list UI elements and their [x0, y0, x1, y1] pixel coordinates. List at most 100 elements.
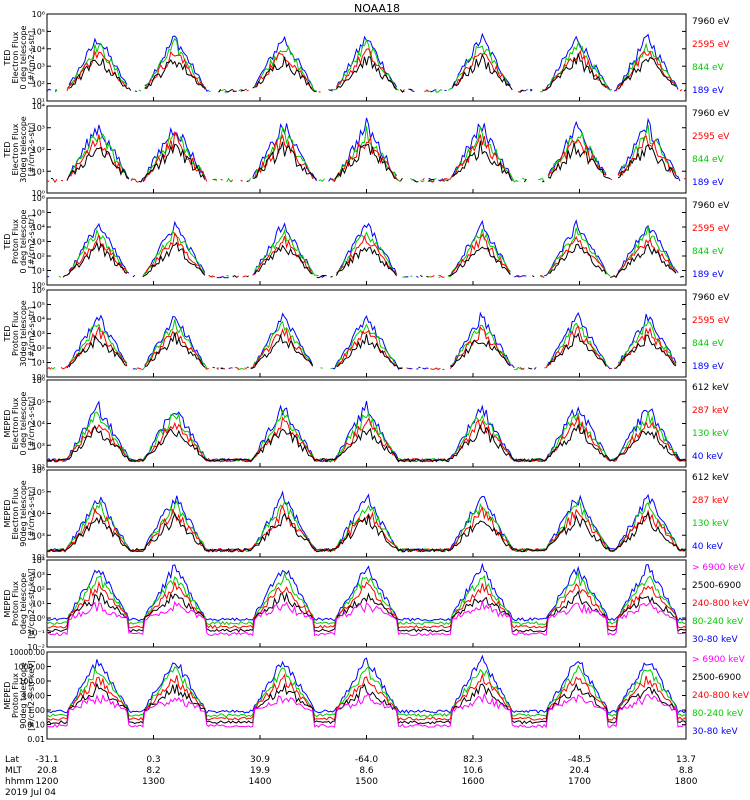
footer-value: 8.2 — [146, 766, 160, 776]
legend-entry: 7960 eV — [692, 17, 730, 27]
series-line — [46, 599, 687, 637]
panel-7: 10⁻² 10⁻¹ 10⁰ 10¹ 10² 10³ 10⁴ MEPEDProton Flux0… — [3, 556, 750, 652]
y-tick-label: 10⁵ — [32, 488, 45, 497]
y-tick-label: 10¹ — [32, 359, 45, 368]
y-tick-label: 10⁴ — [32, 102, 45, 111]
chart-title: NOAA18 — [354, 2, 400, 15]
legend-entry: 30-80 keV — [692, 635, 738, 645]
legend-entry: 2595 eV — [692, 316, 730, 326]
legend-entry: 844 eV — [692, 247, 725, 257]
y-tick-label: 10⁰ — [32, 189, 45, 198]
footer-value: 1300 — [142, 777, 165, 787]
data-traces — [46, 562, 687, 637]
data-traces — [46, 490, 687, 553]
panel-5: 10² 10³ 10⁴ 10⁵ 10⁶ MEPEDElectron Flux0 deg t… — [3, 376, 729, 472]
legend-entry: 2500-6900 — [692, 673, 741, 683]
legend-entry: 287 keV — [692, 406, 729, 416]
legend-entry: 130 keV — [692, 519, 729, 529]
y-tick-label: 10⁴ — [32, 315, 45, 324]
series-line — [46, 400, 687, 463]
y-tick-label: 10⁵ — [32, 301, 45, 310]
panel-8: 0.01 0.10 1.00 10.00 100.00 1000.00 10000.00 ME… — [3, 648, 750, 744]
y-tick-label: 10² — [32, 146, 45, 155]
footer-value: 20.8 — [37, 766, 57, 776]
series-line — [46, 490, 687, 553]
y-tick-label: 10⁴ — [32, 556, 45, 565]
panel-2: 10⁰ 10¹ 10² 10³ 10⁴ TEDElectron Flux30deg tel… — [3, 102, 730, 198]
series-line — [46, 504, 687, 553]
y-tick-label: 10⁰ — [32, 281, 45, 290]
legend-entry: 130 keV — [692, 429, 729, 439]
footer-value: -64.0 — [355, 755, 379, 765]
y-tick-label: 10⁴ — [32, 45, 45, 54]
series-line — [46, 511, 687, 553]
y-tick-label: 10¹ — [32, 600, 45, 609]
y-tick-label: 1.00 — [27, 706, 45, 715]
data-traces — [46, 400, 687, 463]
footer-value: 8.8 — [679, 766, 694, 776]
series-line — [47, 326, 684, 369]
y-tick-label: 10⁻¹ — [27, 629, 45, 638]
y-tick-label: 0.01 — [27, 735, 45, 744]
panel-6: 10² 10³ 10⁴ 10⁵ 10⁶ MEPEDElectron Flux90deg t… — [3, 466, 729, 562]
series-line — [46, 682, 687, 725]
y-axis-label: MEPEDElectron Flux0 deg telescope[#/cm2-… — [3, 391, 36, 455]
legend-entry: 7960 eV — [692, 109, 730, 119]
y-tick-label: 10⁶ — [32, 194, 45, 203]
panel-3: 10⁰ 10¹ 10² 10³ 10⁴ 10⁵ 10⁶ TEDProton Flux0 deg… — [3, 194, 730, 290]
data-traces — [47, 313, 686, 370]
footer-value: 30.9 — [250, 755, 270, 765]
y-tick-label: 10⁴ — [32, 420, 45, 429]
y-tick-label: 10⁶ — [32, 10, 45, 19]
series-line — [46, 654, 687, 714]
y-tick-label: 10¹ — [32, 267, 45, 276]
series-line — [46, 499, 687, 553]
y-axis-label: TEDProton Flux0 deg telescope[#/cm2-s-st… — [3, 209, 36, 273]
legend-entry: 189 eV — [692, 362, 725, 372]
panel-frame — [46, 469, 687, 558]
y-tick-label: 10⁵ — [32, 27, 45, 36]
legend-entry: 189 eV — [692, 270, 725, 280]
footer-value: 1600 — [462, 777, 485, 787]
y-tick-label: 1000.00 — [14, 663, 45, 672]
footer-value: -48.5 — [568, 755, 591, 765]
y-tick-label: 10² — [32, 463, 45, 472]
legend-entry: 40 keV — [692, 452, 724, 462]
legend-entry: 844 eV — [692, 63, 725, 73]
footer-value: 20.4 — [569, 766, 589, 776]
series-line — [51, 319, 682, 369]
y-tick-label: 10¹ — [32, 97, 45, 106]
y-tick-label: 100.00 — [19, 677, 45, 686]
footer-date: 2019 Jul 04 — [5, 788, 56, 798]
series-line — [46, 32, 679, 93]
legend-entry: 287 keV — [692, 496, 729, 506]
legend-entry: 189 eV — [692, 178, 725, 188]
series-line — [62, 241, 685, 279]
series-line — [46, 416, 687, 463]
y-tick-label: 10³ — [32, 62, 45, 71]
series-line — [47, 221, 686, 278]
footer-value: 8.6 — [359, 766, 374, 776]
legend-entry: 7960 eV — [692, 201, 730, 211]
y-tick-label: 10¹ — [32, 167, 45, 176]
legend-entry: 2595 eV — [692, 224, 730, 234]
y-axis-label: MEPEDProton Flux0deg telescope[#/cm2-s-s… — [3, 568, 36, 639]
legend-entry: 40 keV — [692, 542, 724, 552]
data-traces — [46, 654, 687, 729]
series-line — [46, 580, 687, 629]
y-axis-label: MEPEDProton Flux90deg telescope[#/cm2-s-… — [3, 660, 36, 731]
legend-entry: 80-240 keV — [692, 709, 744, 719]
y-axis-label: TEDProton Flux30deg telescope[#/cm2-s-st… — [3, 300, 36, 367]
footer-value: 1700 — [568, 777, 591, 787]
legend-entry: 7960 eV — [692, 293, 730, 303]
footer-value: 19.9 — [250, 766, 270, 776]
legend-entry: 240-800 keV — [692, 599, 750, 609]
legend-entry: 2500-6900 — [692, 581, 741, 591]
footer-value: -31.1 — [35, 755, 58, 765]
y-tick-label: 10⁰ — [32, 373, 45, 382]
y-tick-label: 10³ — [32, 238, 45, 247]
footer-value: 1400 — [249, 777, 272, 787]
series-line — [46, 692, 687, 729]
